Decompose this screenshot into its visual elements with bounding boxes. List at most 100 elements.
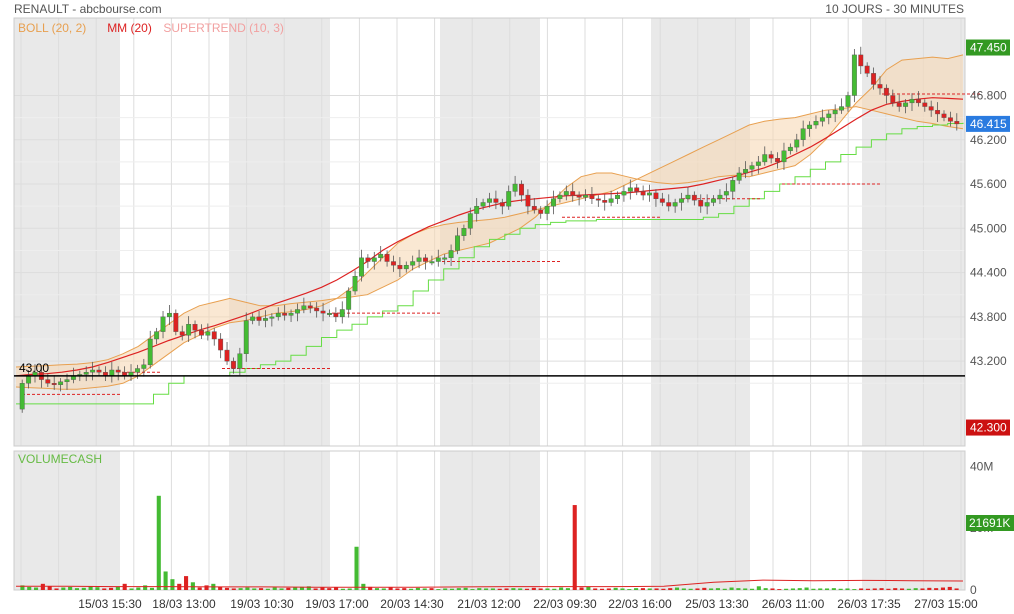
candle <box>218 333 224 359</box>
candle <box>461 224 467 241</box>
candle-body <box>602 200 608 203</box>
day-band <box>14 451 120 590</box>
x-tick-label: 20/03 14:30 <box>380 597 444 611</box>
candle-body <box>224 349 230 362</box>
volume-bar <box>409 588 414 590</box>
candle <box>243 312 249 362</box>
volume-bar <box>695 588 700 590</box>
candle-body <box>141 364 147 369</box>
volume-bar <box>940 587 945 590</box>
volume-bar <box>149 587 155 590</box>
candle-body <box>954 121 960 125</box>
candle <box>288 309 294 323</box>
candle <box>231 357 236 374</box>
volume-bar <box>490 588 495 590</box>
volume-bar <box>620 588 625 590</box>
candle-body <box>691 194 697 201</box>
candle-body <box>858 54 864 67</box>
candle <box>474 198 480 222</box>
volume-bar <box>824 588 830 590</box>
volume-bar <box>279 588 284 590</box>
candle-body <box>211 331 217 340</box>
candle-body <box>800 128 806 140</box>
main-panel-frame <box>13 17 966 447</box>
volume-bar <box>422 588 427 590</box>
candle <box>723 183 729 202</box>
candle-body <box>301 305 307 310</box>
bollinger-lower-line <box>15 106 964 390</box>
candle-body <box>787 146 793 152</box>
candle-body <box>762 154 768 163</box>
candle <box>320 302 326 322</box>
volume-bar <box>627 589 632 590</box>
volume-bar <box>777 589 782 590</box>
candle-body <box>570 191 576 196</box>
candle-body <box>525 194 531 207</box>
volume-bar <box>497 588 502 590</box>
candle <box>826 110 832 125</box>
candle-body <box>19 383 25 410</box>
candle <box>154 327 160 345</box>
candle <box>627 179 633 200</box>
volume-bar <box>565 588 570 590</box>
candle <box>525 189 531 215</box>
candle <box>301 297 307 314</box>
x-tick-label: 25/03 13:30 <box>685 597 749 611</box>
candle-body <box>352 276 358 292</box>
candle <box>339 301 345 324</box>
volume-bar <box>395 588 400 590</box>
volume-tick-label: 40M <box>970 459 993 473</box>
candle-body <box>166 312 172 318</box>
candle-body <box>109 369 115 377</box>
candle-body <box>781 150 787 163</box>
candle <box>813 115 819 129</box>
candle-body <box>461 228 467 236</box>
volume-bar <box>865 588 870 590</box>
reference-line-label: 43.00 <box>19 361 49 375</box>
volume-bar <box>831 588 836 590</box>
candle-body <box>391 261 396 266</box>
candle <box>166 305 172 325</box>
candle-body <box>205 331 211 336</box>
candle-body <box>685 194 691 199</box>
volume-bar <box>259 588 264 590</box>
candle <box>519 180 524 202</box>
candle-body <box>576 194 582 198</box>
volume-bar <box>54 588 59 590</box>
volume-bar <box>688 588 693 590</box>
last-price-badge <box>966 115 1010 132</box>
candle-body <box>941 113 947 118</box>
volume-bar <box>545 588 550 590</box>
day-band <box>440 451 540 590</box>
volume-bar <box>893 588 898 590</box>
candle-body <box>198 329 204 336</box>
volume-bar <box>559 587 564 590</box>
candle-body <box>384 253 390 262</box>
volume-bar <box>456 588 461 590</box>
candle <box>672 198 678 213</box>
candle <box>666 194 672 212</box>
volume-bar <box>899 588 905 590</box>
candle <box>903 99 909 114</box>
candle-body <box>647 192 652 196</box>
volume-bar <box>845 588 850 590</box>
candle-body <box>551 198 556 207</box>
volume-bar <box>231 588 236 590</box>
volume-bar <box>354 546 359 590</box>
candle-body <box>64 379 70 383</box>
candle <box>467 207 473 235</box>
volume-bar <box>681 588 686 590</box>
candle-body <box>90 369 96 373</box>
candle-body <box>845 95 851 107</box>
volume-bar <box>872 588 877 590</box>
volume-bar <box>320 587 325 590</box>
candle-body <box>883 87 889 96</box>
candle <box>173 309 179 336</box>
candle <box>198 324 204 339</box>
volume-bar <box>927 587 932 590</box>
candle <box>787 143 793 155</box>
candle <box>602 194 608 211</box>
period-high-label: 47.450 <box>970 41 1007 55</box>
volume-bar <box>74 588 80 590</box>
